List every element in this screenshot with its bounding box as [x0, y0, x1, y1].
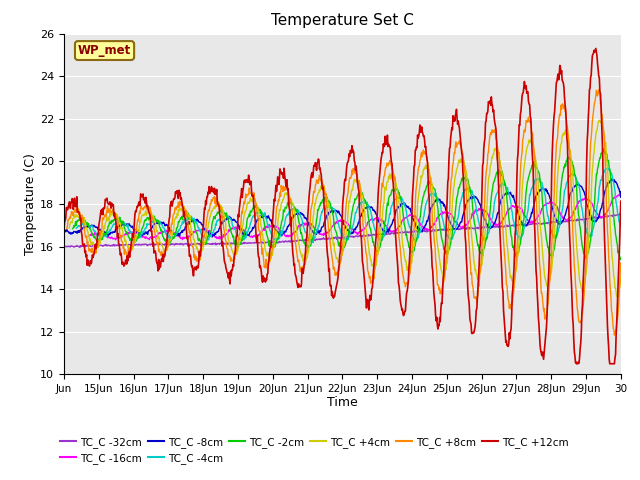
TC_C -16cm	[388, 228, 396, 234]
TC_C -4cm	[163, 232, 171, 238]
TC_C +12cm	[60, 228, 68, 233]
TC_C +8cm	[589, 113, 596, 119]
TC_C -2cm	[589, 216, 596, 222]
TC_C -32cm	[616, 211, 623, 216]
Line: TC_C -32cm: TC_C -32cm	[64, 214, 621, 247]
TC_C +4cm	[598, 120, 605, 126]
TC_C -8cm	[292, 211, 300, 217]
TC_C -4cm	[388, 203, 396, 208]
TC_C +8cm	[291, 238, 299, 244]
TC_C -8cm	[163, 223, 171, 228]
TC_C +4cm	[163, 247, 171, 253]
TC_C +12cm	[573, 361, 580, 367]
Line: TC_C +12cm: TC_C +12cm	[64, 48, 621, 364]
TC_C +12cm	[599, 156, 607, 162]
Y-axis label: Temperature (C): Temperature (C)	[24, 153, 37, 255]
TC_C -2cm	[163, 236, 171, 242]
TC_C +8cm	[163, 244, 171, 250]
TC_C -8cm	[589, 218, 597, 224]
TC_C -8cm	[208, 234, 216, 240]
TC_C -8cm	[60, 228, 68, 234]
TC_C +4cm	[291, 216, 299, 221]
Line: TC_C +4cm: TC_C +4cm	[69, 120, 621, 297]
TC_C -2cm	[291, 205, 299, 211]
TC_C -16cm	[87, 231, 95, 237]
TC_C -4cm	[589, 227, 596, 232]
TC_C -32cm	[76, 244, 83, 250]
TC_C -4cm	[598, 178, 605, 183]
Line: TC_C -2cm: TC_C -2cm	[73, 148, 621, 259]
TC_C +12cm	[592, 46, 600, 51]
Title: Temperature Set C: Temperature Set C	[271, 13, 414, 28]
TC_C +8cm	[598, 111, 605, 117]
TC_C -2cm	[617, 255, 625, 261]
TC_C -2cm	[87, 227, 95, 233]
TC_C -8cm	[87, 223, 95, 228]
TC_C +12cm	[589, 50, 597, 56]
TC_C +4cm	[617, 275, 625, 281]
TC_C -8cm	[598, 201, 606, 207]
TC_C -32cm	[388, 230, 396, 236]
Line: TC_C -4cm: TC_C -4cm	[76, 168, 621, 242]
TC_C -32cm	[164, 242, 172, 248]
TC_C -8cm	[607, 176, 615, 182]
TC_C +8cm	[87, 247, 95, 253]
TC_C +8cm	[617, 260, 625, 266]
Line: TC_C -8cm: TC_C -8cm	[64, 179, 621, 237]
TC_C +12cm	[617, 198, 625, 204]
TC_C -2cm	[388, 187, 396, 192]
TC_C -32cm	[60, 244, 68, 250]
TC_C -16cm	[589, 203, 596, 209]
TC_C +4cm	[589, 161, 596, 167]
TC_C -4cm	[87, 223, 95, 229]
X-axis label: Time: Time	[327, 396, 358, 408]
TC_C -2cm	[598, 151, 605, 156]
TC_C -32cm	[292, 238, 300, 244]
Line: TC_C -16cm: TC_C -16cm	[88, 194, 621, 240]
TC_C +12cm	[163, 231, 171, 237]
Text: WP_met: WP_met	[78, 44, 131, 57]
TC_C -8cm	[617, 194, 625, 200]
TC_C -16cm	[598, 215, 605, 220]
TC_C -4cm	[291, 206, 299, 212]
TC_C +12cm	[87, 258, 95, 264]
TC_C -16cm	[617, 191, 625, 197]
TC_C +4cm	[87, 239, 95, 244]
TC_C -32cm	[598, 214, 606, 219]
TC_C +12cm	[388, 161, 396, 167]
TC_C -16cm	[163, 228, 171, 234]
TC_C -32cm	[617, 212, 625, 217]
TC_C +4cm	[388, 173, 396, 179]
TC_C -4cm	[617, 224, 625, 229]
TC_C +12cm	[291, 271, 299, 276]
TC_C -8cm	[388, 219, 396, 225]
TC_C +8cm	[388, 166, 396, 172]
Line: TC_C +8cm: TC_C +8cm	[67, 90, 621, 335]
TC_C -16cm	[291, 229, 299, 235]
Legend: TC_C -32cm, TC_C -16cm, TC_C -8cm, TC_C -4cm, TC_C -2cm, TC_C +4cm, TC_C +8cm, T: TC_C -32cm, TC_C -16cm, TC_C -8cm, TC_C …	[56, 432, 573, 468]
TC_C -32cm	[589, 214, 597, 220]
TC_C -32cm	[88, 243, 95, 249]
